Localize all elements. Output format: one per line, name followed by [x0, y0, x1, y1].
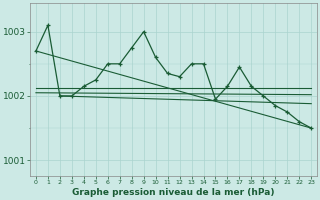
X-axis label: Graphe pression niveau de la mer (hPa): Graphe pression niveau de la mer (hPa) [72, 188, 275, 197]
